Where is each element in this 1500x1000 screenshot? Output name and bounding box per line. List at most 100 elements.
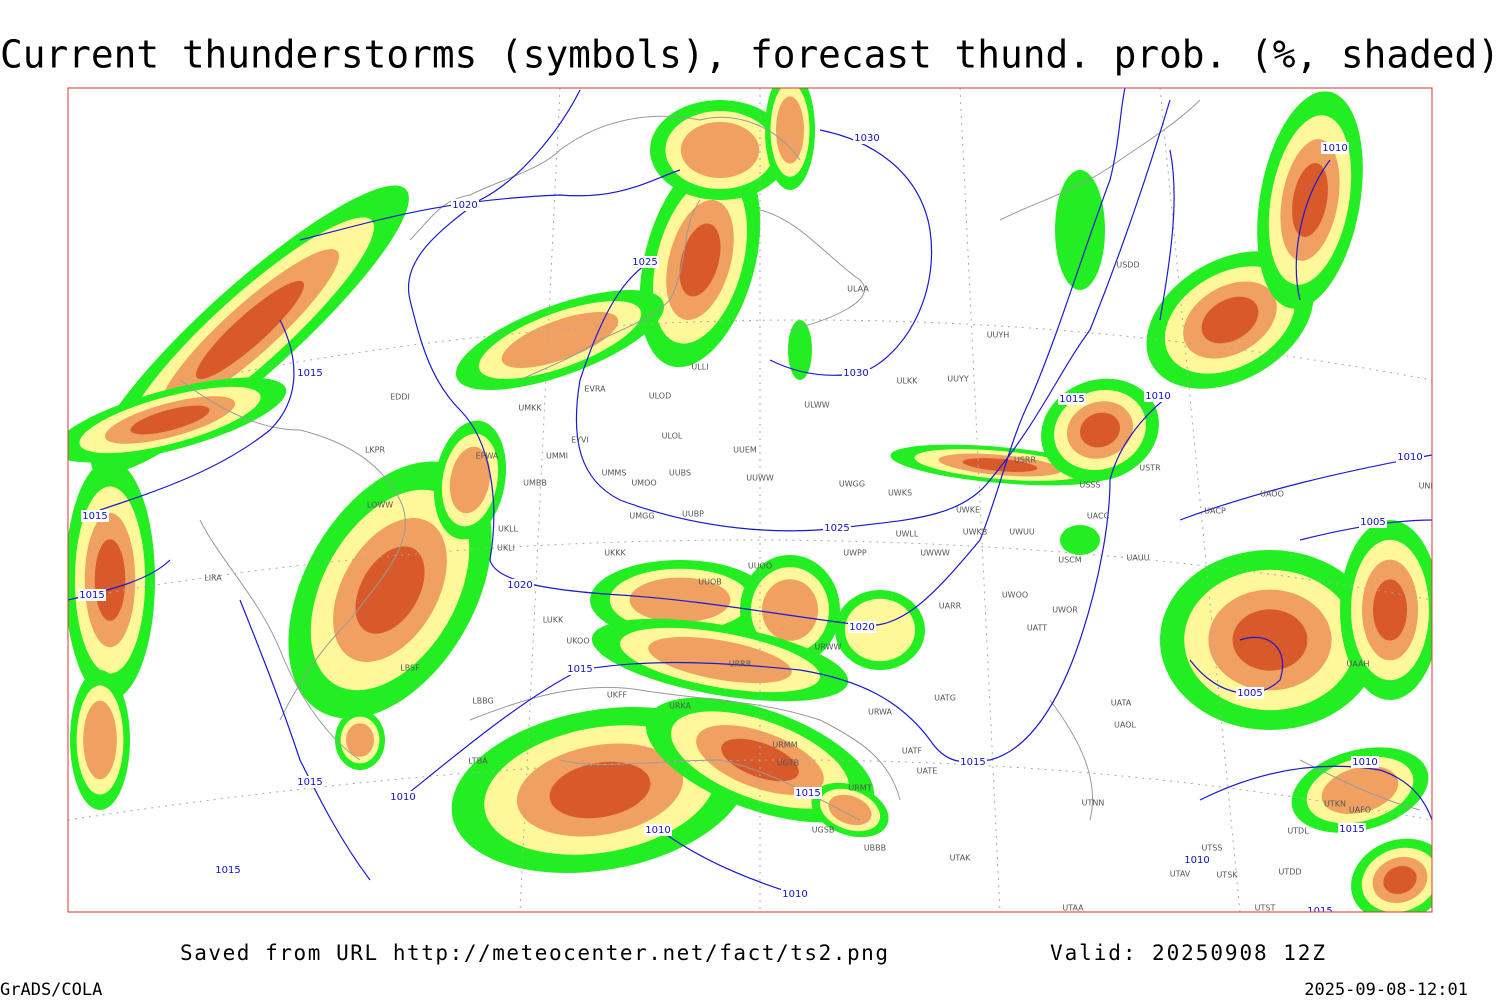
shade-area — [788, 320, 812, 380]
isobar-label-bg — [296, 367, 324, 379]
shade-area — [1383, 865, 1417, 895]
isobar-label: 1005 — [1237, 688, 1262, 699]
station-code: UMGG — [629, 512, 654, 521]
station-code: UWGG — [839, 480, 865, 489]
isobar-label-bg — [848, 621, 876, 633]
isobar-label: 1015 — [1307, 906, 1332, 917]
station-code: UUWW — [746, 474, 774, 483]
isobar-label-bg — [506, 579, 534, 591]
isobar-label: 1010 — [1352, 757, 1377, 768]
isobar-label: 1030 — [854, 133, 879, 144]
station-code: URWW — [815, 643, 842, 652]
station-code: UKFF — [607, 691, 628, 700]
isobar-label-bg — [1321, 142, 1349, 154]
isobar-label: 1010 — [782, 889, 807, 900]
shade-area — [1079, 412, 1121, 448]
station-code: UWPP — [843, 549, 867, 558]
isobar-label-bg — [1183, 854, 1211, 866]
station-code: UMKK — [518, 404, 542, 413]
station-code: USRR — [1014, 456, 1036, 465]
station-code: UAOO — [1260, 490, 1284, 499]
station-code: UTST — [1255, 904, 1276, 913]
station-code: LBBG — [472, 697, 494, 706]
station-code: UWUU — [1009, 528, 1035, 537]
shade-area — [501, 312, 619, 368]
shade-area — [828, 794, 872, 826]
station-code: LUKK — [543, 616, 564, 625]
station-code: LOWW — [367, 501, 393, 510]
isobar-label: 1015 — [297, 777, 322, 788]
station-code: EPWA — [476, 452, 499, 461]
station-code: UMOO — [631, 479, 656, 488]
coastlines — [179, 99, 1421, 821]
shade-area — [83, 700, 117, 780]
station-code: UWWW — [920, 549, 950, 558]
station-code: UUBP — [682, 510, 704, 519]
shade-area — [648, 636, 792, 684]
station-code: UWLL — [896, 530, 919, 539]
shade-area — [355, 546, 425, 634]
station-code: UATT — [1027, 624, 1047, 633]
shade-area — [1060, 525, 1100, 555]
station-code: UWKB — [963, 528, 988, 537]
station-code: UATG — [934, 694, 956, 703]
isobar-label: 1010 — [1145, 391, 1170, 402]
shade-area — [549, 761, 651, 819]
station-code: LTBA — [468, 757, 488, 766]
isobar-label-bg — [842, 367, 870, 379]
isobar-label: 1010 — [1322, 143, 1347, 154]
shade-area — [1232, 609, 1308, 671]
station-code: LKPR — [365, 446, 386, 455]
shade-area — [130, 405, 210, 435]
shade-area — [94, 539, 126, 621]
station-code: UTNN — [1082, 799, 1105, 808]
station-code: UMBB — [523, 479, 547, 488]
isobar-label-bg — [781, 888, 809, 900]
isobar-label-bg — [451, 199, 479, 211]
shade-area — [195, 280, 305, 380]
isobar-label: 1015 — [82, 511, 107, 522]
station-code: UARR — [939, 602, 962, 611]
station-code: URRR — [729, 660, 752, 669]
station-code: USSS — [1079, 481, 1100, 490]
shade-area — [962, 458, 1038, 472]
shade-area — [1292, 163, 1328, 237]
station-code: URMT — [848, 784, 871, 793]
isobar-label-bg — [1351, 756, 1379, 768]
shade-area — [1055, 170, 1105, 290]
isobar-label-bg — [959, 756, 987, 768]
isobar-label: 1010 — [390, 792, 415, 803]
station-code: UWKS — [888, 489, 912, 498]
shade-area — [844, 598, 916, 662]
station-code: ULOL — [662, 432, 683, 441]
station-code: UWKE — [956, 506, 980, 515]
title: Current thunderstorms (symbols), forecas… — [0, 33, 1500, 77]
station-code: UKKK — [604, 549, 626, 558]
station-code: UATF — [902, 747, 923, 756]
station-code: ULLI — [691, 363, 708, 372]
station-code: LBSF — [400, 664, 420, 673]
isobar-label: 1015 — [1059, 394, 1084, 405]
station-code: UATA — [1111, 699, 1132, 708]
isobar-label-bg — [1306, 905, 1334, 912]
station-code: EVRA — [584, 385, 606, 394]
isobar-label: 1015 — [79, 590, 104, 601]
isobar-label: 1030 — [843, 368, 868, 379]
shade-area — [762, 579, 818, 641]
isobar-label: 1020 — [452, 200, 477, 211]
isobar-label-bg — [631, 256, 659, 268]
station-code: UAUU — [1126, 554, 1149, 563]
station-code: UTAA — [1062, 904, 1084, 913]
station-code: UNBB — [1419, 482, 1442, 491]
station-code: UUBS — [669, 469, 691, 478]
isobar-label-bg — [1396, 451, 1424, 463]
isobar-label: 1015 — [960, 757, 985, 768]
isobar-label-bg — [823, 522, 851, 534]
station-code: UGTB — [777, 759, 799, 768]
station-code: UTDD — [1278, 868, 1301, 877]
station-code: UUEM — [733, 446, 757, 455]
station-code: UBBB — [864, 844, 886, 853]
isobar-label-bg — [78, 589, 106, 601]
station-code: ULAA — [847, 285, 869, 294]
shade-area — [1373, 579, 1407, 641]
